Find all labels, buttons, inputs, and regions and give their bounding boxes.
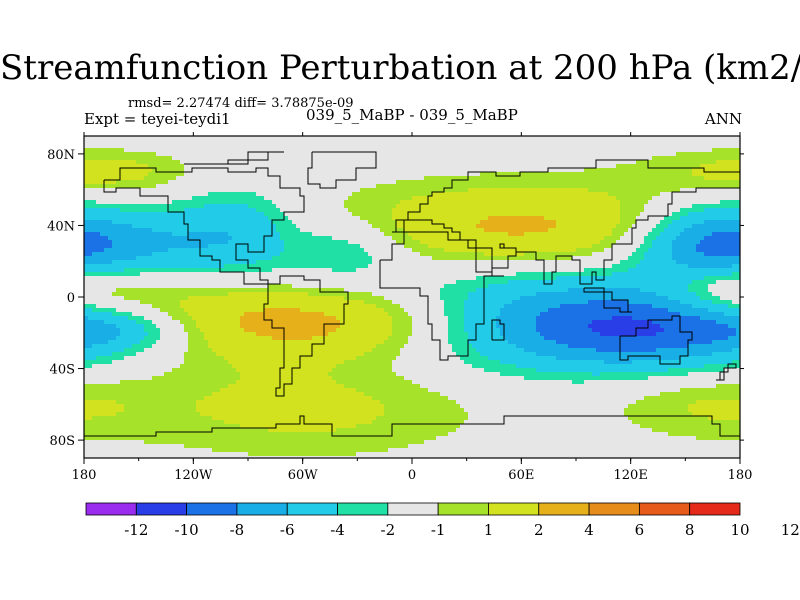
chart-title: Streamfunction Perturbation at 200 hPa (…: [0, 48, 800, 88]
colorbar-swatch: [85, 502, 137, 516]
colorbar-label: 6: [635, 521, 645, 539]
colorbar-swatch: [588, 502, 640, 516]
y-tick-label: 80N: [47, 148, 75, 163]
colorbar-label: 10: [730, 521, 749, 539]
x-tick-label: 120W: [174, 468, 213, 483]
colorbar-label: -12: [124, 521, 148, 539]
colorbar-label: 12: [781, 521, 800, 539]
y-axis: 80N 40N 0 40S 80S: [47, 148, 744, 449]
colorbar-swatch: [135, 502, 188, 516]
x-tick-label: 180: [72, 468, 97, 483]
colorbar-swatch: [387, 502, 439, 516]
colorbar-swatch: [186, 502, 238, 516]
south-america-coast: [263, 275, 349, 397]
contour-field: [84, 136, 740, 458]
colorbar-label: -1: [431, 521, 446, 539]
colorbar-label: -8: [230, 521, 245, 539]
madagascar-coast: [491, 319, 505, 341]
indonesia-islands: [583, 287, 632, 313]
colorbar-swatch: [286, 502, 338, 516]
greenland-coast: [307, 151, 377, 189]
case-label: 039_5_MaBP - 039_5_MaBP: [306, 106, 518, 124]
colorbar: -12 -10 -8 -6 -4 -2 -1 1 2 4 6 8 10 12: [85, 502, 800, 539]
antarctica-coast: [84, 415, 740, 437]
x-axis: 180 120W 60W 0 60E 120E 180: [72, 132, 753, 483]
colorbar-label: 4: [584, 521, 594, 539]
colorbar-swatch: [488, 502, 540, 516]
australia-coast: [619, 315, 693, 365]
colorbar-label: -10: [175, 521, 199, 539]
eurasia-coast: [392, 159, 741, 285]
colorbar-label: 1: [484, 521, 494, 539]
colorbar-swatch: [638, 502, 691, 516]
colorbar-swatch: [538, 502, 590, 516]
colorbar-swatch: [689, 502, 741, 516]
coastline-outlines: [84, 151, 741, 437]
north-america-coast: [103, 167, 305, 285]
colorbar-label: 2: [534, 521, 544, 539]
colorbar-swatch: [337, 502, 389, 516]
colorbar-label: 8: [685, 521, 695, 539]
y-tick-label: 40S: [50, 363, 75, 378]
y-tick-label: 0: [67, 291, 75, 306]
x-tick-label: 120E: [614, 468, 648, 483]
x-tick-label: 60W: [288, 468, 319, 483]
colorbar-swatch: [236, 502, 288, 516]
chart-subtitle: rmsd= 2.27474 diff= 3.78875e-09: [128, 96, 354, 111]
new-zealand-coast: [716, 363, 737, 381]
colorbar-label: -4: [330, 521, 345, 539]
africa-coast: [379, 231, 504, 361]
experiment-label: Expt = teyei-teydi1: [84, 110, 231, 128]
y-tick-label: 80S: [50, 434, 75, 449]
y-tick-label: 40N: [47, 219, 75, 234]
x-tick-label: 180: [728, 468, 753, 483]
season-label: ANN: [704, 110, 742, 128]
x-tick-label: 0: [408, 468, 416, 483]
colorbar-label: -2: [381, 521, 396, 539]
colorbar-swatch: [437, 502, 489, 516]
colorbar-label: -6: [280, 521, 295, 539]
arctic-islands: [184, 151, 284, 165]
x-tick-label: 60E: [508, 468, 534, 483]
